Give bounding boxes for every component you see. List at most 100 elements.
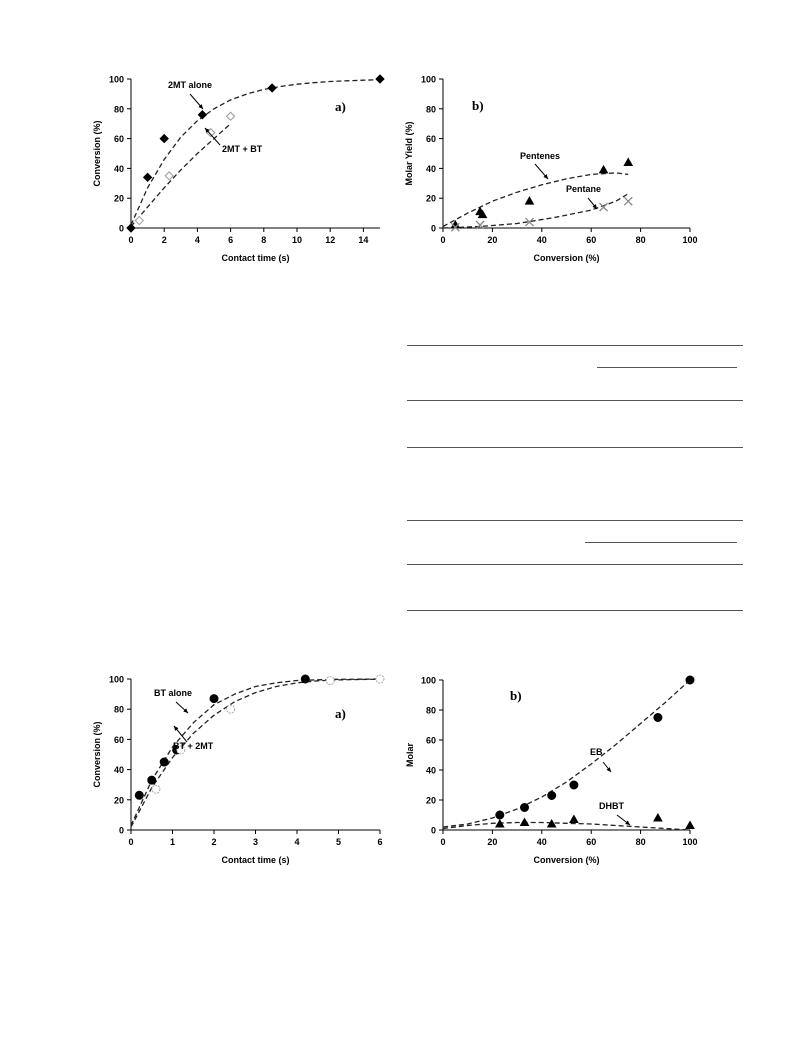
y-axis-label: Molar Yield (%): [404, 121, 414, 185]
x-axis-label: Contact time (s): [221, 855, 289, 865]
x-tick-label: 1: [170, 837, 175, 847]
data-point: [226, 704, 236, 714]
data-point: [375, 74, 385, 84]
y-tick-label: 0: [431, 224, 436, 234]
data-point: [159, 133, 169, 144]
data-point: [599, 202, 609, 212]
y-tick-label: 60: [114, 735, 124, 745]
x-axis-label: Conversion (%): [533, 253, 599, 263]
x-tick-label: 14: [358, 235, 368, 245]
data-point: [225, 111, 236, 121]
arrow-head: [198, 104, 203, 109]
arrow-head: [625, 820, 630, 825]
y-tick-label: 100: [421, 676, 436, 686]
y-tick-label: 20: [114, 194, 124, 204]
data-point: [685, 820, 695, 829]
data-point: [569, 814, 579, 823]
x-axis-label: Conversion (%): [533, 855, 599, 865]
data-point: [197, 110, 208, 120]
arrow-head: [592, 204, 597, 209]
y-tick-label: 60: [426, 736, 436, 746]
arrow-head: [606, 767, 611, 772]
y-tick-label: 60: [426, 134, 436, 144]
y-axis-label: Conversion (%): [92, 721, 102, 787]
data-point: [685, 675, 695, 685]
data-point: [209, 694, 219, 704]
fit-curve: [442, 821, 691, 831]
x-tick-label: 10: [292, 235, 302, 245]
data-point: [151, 784, 161, 794]
data-point: [325, 676, 335, 686]
data-point: [519, 817, 530, 826]
x-tick-label: 5: [336, 837, 341, 847]
panel-label: b): [472, 98, 484, 113]
annotation-label: BT + 2MT: [173, 741, 214, 751]
data-point: [126, 223, 136, 233]
data-point: [653, 812, 663, 822]
y-tick-label: 100: [421, 75, 436, 85]
x-tick-label: 40: [537, 837, 547, 847]
y-tick-label: 0: [431, 826, 436, 836]
data-point: [267, 83, 277, 93]
y-tick-label: 40: [114, 765, 124, 775]
x-tick-label: 80: [636, 235, 646, 245]
fit-curve: [130, 79, 381, 226]
y-tick-label: 0: [119, 826, 124, 836]
y-tick-label: 20: [426, 194, 436, 204]
panel-label: b): [510, 688, 522, 703]
fit-curve: [130, 678, 381, 826]
y-tick-label: 60: [114, 134, 124, 144]
data-point: [300, 674, 310, 684]
data-point: [375, 674, 385, 684]
y-tick-label: 0: [119, 224, 124, 234]
y-axis-label: Molar: [405, 743, 415, 768]
data-point: [134, 215, 145, 226]
x-tick-label: 80: [636, 837, 646, 847]
y-tick-label: 40: [114, 164, 124, 174]
annotation-label: BT alone: [154, 688, 192, 698]
chart-2: 0 20 40 60 80 100 0 20 40 60 80 100 Conversion (%) Mo…: [404, 75, 698, 264]
annotation-label: Pentane: [566, 184, 601, 194]
annotation-label: EB: [590, 747, 603, 757]
chart-4: 0 20 40 60 80 100 0 20 40 60 80 100 Conversion (%) Mo…: [405, 675, 698, 865]
annotation-label: Pentenes: [520, 151, 560, 161]
data-point: [134, 790, 144, 800]
y-tick-label: 80: [114, 705, 124, 715]
y-tick-label: 40: [426, 164, 436, 174]
data-point: [547, 791, 557, 800]
x-tick-label: 4: [195, 235, 200, 245]
data-point: [524, 217, 534, 227]
data-point: [569, 780, 579, 790]
data-point: [475, 220, 485, 230]
y-tick-label: 100: [109, 675, 124, 685]
y-tick-label: 80: [114, 104, 124, 114]
y-tick-label: 20: [426, 796, 436, 806]
y-axis-label: Conversion (%): [92, 120, 102, 186]
fit-curve: [442, 679, 691, 828]
data-point: [147, 775, 157, 785]
x-tick-label: 6: [228, 235, 233, 245]
y-tick-label: 100: [109, 75, 124, 85]
panel-label: a): [335, 706, 346, 721]
data-point: [164, 171, 174, 181]
y-tick-label: 40: [426, 766, 436, 776]
chart-3: 0 20 40 60 80 100 0 1 2 3 4 5 6 Contact time (s) Conve…: [92, 674, 385, 865]
annotation-label: 2MT + BT: [222, 144, 263, 154]
arrow-head: [174, 726, 179, 731]
x-tick-label: 100: [682, 235, 697, 245]
data-point: [520, 803, 530, 812]
y-tick-label: 20: [114, 795, 124, 805]
annotation-label: 2MT alone: [168, 80, 212, 90]
data-point: [623, 157, 634, 166]
data-point: [653, 713, 663, 722]
x-tick-label: 60: [586, 837, 596, 847]
data-point: [546, 818, 557, 828]
x-tick-label: 12: [325, 235, 335, 245]
data-point: [142, 172, 153, 183]
x-tick-label: 20: [487, 837, 497, 847]
data-point: [159, 757, 169, 767]
x-axis-label: Contact time (s): [221, 253, 289, 263]
x-tick-label: 4: [294, 837, 299, 847]
